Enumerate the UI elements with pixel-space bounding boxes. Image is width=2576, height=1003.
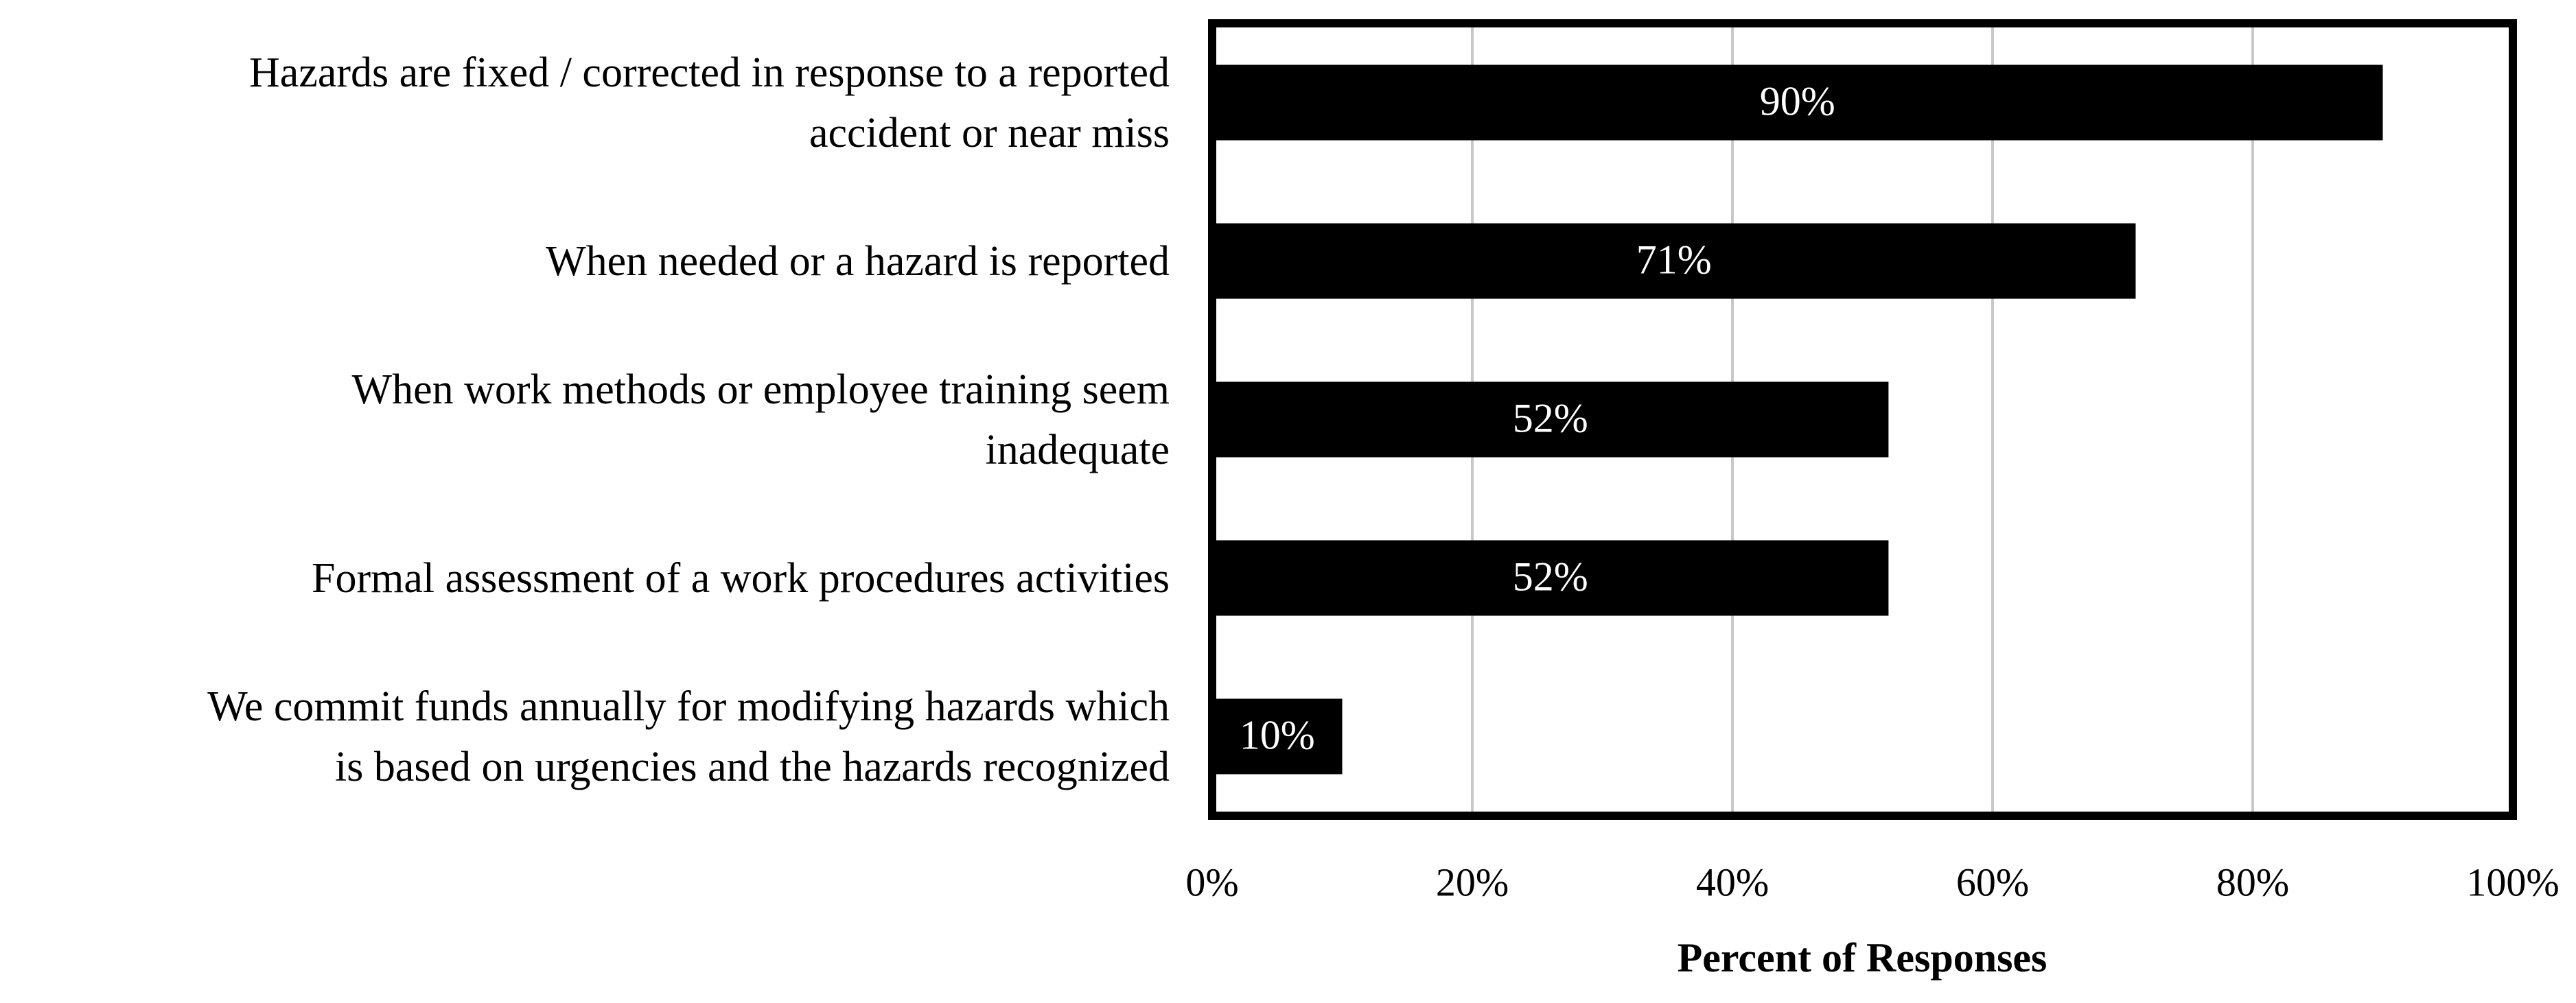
x-tick-label: 40%	[1696, 860, 1769, 904]
y-tick-label: When needed or a hazard is reported	[546, 237, 1170, 285]
bar-value-label: 52%	[1513, 395, 1588, 440]
bar	[1212, 381, 1889, 458]
y-tick-label: We commit funds annually for modifying h…	[207, 683, 1170, 790]
bar-value-label: 10%	[1240, 712, 1315, 757]
bar	[1212, 223, 2136, 299]
bar-value-label: 90%	[1760, 78, 1835, 123]
x-tick-label: 100%	[2466, 860, 2559, 904]
y-tick-label: Hazards are fixed / corrected in respons…	[249, 49, 1170, 156]
y-tick-label: Formal assessment of a work procedures a…	[312, 554, 1170, 602]
x-axis-title: Percent of Responses	[1678, 935, 2047, 980]
x-tick-label: 60%	[1956, 860, 2029, 904]
bar-value-label: 71%	[1636, 237, 1712, 282]
bar	[1212, 698, 1343, 775]
x-tick-label: 80%	[2216, 860, 2289, 904]
y-tick-label: When work methods or employee training s…	[351, 366, 1170, 473]
bar	[1212, 64, 2383, 141]
x-tick-label: 0%	[1185, 860, 1238, 904]
bar-value-label: 52%	[1513, 554, 1588, 599]
bar	[1212, 540, 1889, 616]
x-tick-label: 20%	[1436, 860, 1509, 904]
plot-frame	[1208, 19, 2517, 820]
